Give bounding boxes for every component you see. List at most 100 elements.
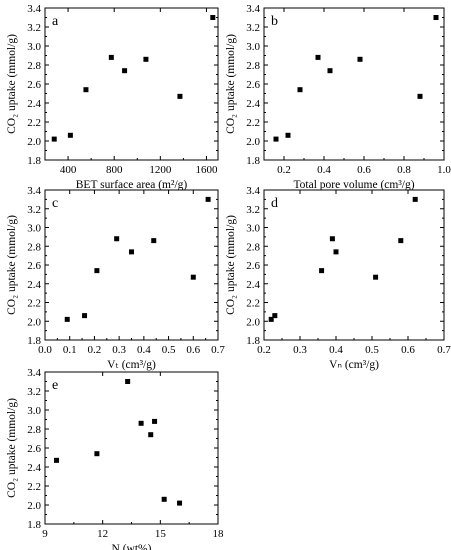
data-point [273, 136, 279, 142]
x-tick-label: 0.1 [63, 344, 77, 356]
y-tick-label: 2.6 [246, 260, 260, 272]
panel-letter: a [52, 14, 59, 29]
x-tick-label: 0.5 [162, 344, 176, 356]
data-point [67, 132, 73, 138]
y-tick-label: 2.2 [27, 117, 41, 129]
x-tick-label: 0.2 [257, 344, 271, 356]
y-tick-label: 3.2 [246, 204, 260, 216]
y-tick-label: 2.2 [246, 117, 260, 129]
x-tick-label: 0.4 [317, 164, 331, 176]
data-point [333, 249, 339, 255]
x-tick-label: 0.2 [277, 164, 291, 176]
data-point [152, 418, 158, 424]
plot-frame [44, 371, 219, 525]
y-axis-title: CO₂ uptake (mmol/g) [6, 215, 18, 315]
x-tick-label: 0.0 [38, 344, 52, 356]
data-point [51, 136, 57, 142]
y-axis-title: CO₂ uptake (mmol/g) [6, 398, 18, 498]
panel-e: 1.8 2.0 2.2 2.4 2.6 2.8 3.0 3.2 3.4 9 12 15 18 N (wt%… [6, 367, 224, 550]
x-tick-label: 15 [155, 528, 167, 540]
x-tick-label: 0.6 [357, 164, 371, 176]
y-tick-label: 2.4 [27, 462, 41, 474]
data-point [329, 236, 335, 242]
x-tick-label: 1600 [195, 164, 218, 176]
data-point [412, 196, 418, 202]
y-tick-label: 3.2 [27, 204, 41, 216]
x-tick-label: 9 [42, 528, 48, 540]
data-point [210, 15, 216, 20]
y-tick-label: 3.2 [246, 22, 260, 34]
y-tick-label: 3.0 [27, 405, 41, 417]
y-tick-label: 3.0 [246, 223, 260, 235]
data-point [54, 457, 60, 463]
panel-letter: d [271, 196, 278, 211]
x-axis-title: Vₙ (cm³/g) [329, 359, 379, 371]
data-point [272, 313, 278, 319]
data-point [82, 313, 88, 319]
y-tick-label: 2.8 [27, 60, 41, 72]
x-tick-label: 800 [106, 164, 123, 176]
x-tick-label: 400 [60, 164, 77, 176]
panel-a: 1.8 2.0 2.2 2.4 2.6 2.8 3.0 3.2 3.4 400 800 1200 160… [6, 3, 219, 191]
y-tick-label: 2.4 [246, 279, 260, 291]
data-point [114, 236, 120, 242]
y-axis-title: CO₂ uptake (mmol/g) [6, 34, 18, 134]
y-tick-label: 2.8 [246, 60, 260, 72]
y-tick-label: 3.0 [27, 41, 41, 53]
data-point [151, 238, 157, 244]
y-tick-label: 2.2 [27, 298, 41, 310]
x-tick-label: 0.3 [112, 344, 126, 356]
data-point [177, 93, 183, 99]
data-point [268, 316, 274, 322]
plot-frame [263, 7, 445, 161]
y-tick-label: 2.0 [27, 500, 41, 512]
data-point [94, 451, 100, 457]
y-tick-label: 1.8 [27, 335, 41, 347]
x-tick-label: 0.8 [397, 164, 411, 176]
data-point [94, 268, 100, 274]
panel-c: 1.8 2.0 2.2 2.4 2.6 2.8 3.0 3.2 3.4 0.0 0.1 0.2 0.3 0… [6, 185, 225, 371]
y-tick-label: 2.2 [246, 298, 260, 310]
y-tick-label: 3.0 [246, 41, 260, 53]
y-tick-label: 1.8 [27, 155, 41, 167]
data-point [161, 496, 167, 502]
x-axis-title: Vₜ (cm³/g) [107, 359, 156, 371]
data-point [315, 54, 321, 60]
y-tick-label: 3.4 [246, 185, 260, 197]
data-point [205, 196, 211, 202]
y-tick-label: 2.6 [27, 79, 41, 91]
data-point [373, 274, 379, 280]
x-axis-title: Total pore volume (cm³/g) [293, 179, 414, 191]
data-point [398, 238, 404, 244]
data-point [108, 54, 114, 60]
data-point [125, 379, 131, 384]
y-tick-label: 2.0 [246, 136, 260, 148]
y-tick-label: 2.0 [246, 316, 260, 328]
y-tick-label: 2.4 [27, 279, 41, 291]
y-tick-label: 3.4 [27, 185, 41, 197]
x-tick-label: 0.4 [329, 344, 343, 356]
y-tick-label: 3.4 [27, 3, 41, 15]
x-tick-label: 0.3 [293, 344, 307, 356]
x-tick-label: 18 [213, 528, 225, 540]
panel-letter: c [52, 196, 58, 211]
data-point [417, 93, 423, 99]
x-tick-label: 12 [97, 528, 108, 540]
y-tick-label: 2.6 [246, 79, 260, 91]
y-tick-label: 1.8 [246, 155, 260, 167]
y-axis-title: CO₂ uptake (mmol/g) [225, 215, 237, 315]
y-tick-label: 2.8 [246, 241, 260, 253]
panel-b: 1.8 2.0 2.2 2.4 2.6 2.8 3.0 3.2 3.4 0.2 0.4 0.6 0.8 1… [225, 3, 451, 191]
y-tick-label: 1.8 [27, 519, 41, 531]
data-point [190, 274, 196, 280]
x-tick-label: 1.0 [437, 164, 451, 176]
y-tick-label: 3.2 [27, 22, 41, 34]
y-tick-label: 1.8 [246, 335, 260, 347]
data-point [148, 432, 154, 438]
x-tick-label: 0.7 [437, 344, 451, 356]
panel-d: 1.8 2.0 2.2 2.4 2.6 2.8 3.0 3.2 3.4 0.2 0.3 0.4 0.5 0… [225, 185, 451, 371]
y-tick-label: 3.4 [27, 367, 41, 379]
x-tick-label: 0.6 [186, 344, 200, 356]
x-axis-title: N (wt%) [112, 543, 152, 550]
